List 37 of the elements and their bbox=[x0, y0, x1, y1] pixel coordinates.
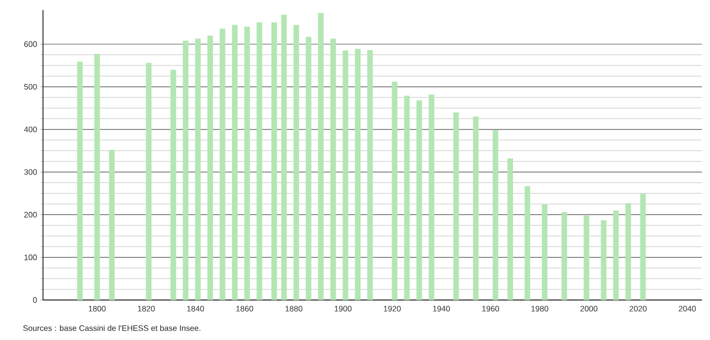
bar bbox=[472, 116, 479, 300]
bar bbox=[640, 194, 646, 300]
bar bbox=[354, 48, 361, 300]
bar bbox=[542, 204, 548, 300]
bar bbox=[207, 36, 213, 300]
bar bbox=[507, 158, 513, 300]
bar bbox=[271, 22, 277, 300]
bar bbox=[318, 12, 324, 300]
bar bbox=[562, 212, 568, 300]
bar bbox=[404, 96, 410, 300]
bar bbox=[306, 36, 312, 300]
bar bbox=[330, 38, 336, 300]
bar bbox=[94, 54, 100, 300]
bar bbox=[584, 216, 590, 300]
bar bbox=[232, 24, 238, 300]
bar bbox=[392, 82, 398, 300]
bar bbox=[170, 70, 176, 300]
bar bbox=[293, 24, 300, 300]
bar bbox=[453, 112, 459, 300]
bar bbox=[281, 14, 287, 300]
bar bbox=[195, 38, 201, 300]
bar bbox=[109, 150, 115, 300]
bar bbox=[600, 220, 606, 300]
bar bbox=[244, 26, 250, 300]
bar bbox=[367, 50, 373, 300]
bar bbox=[256, 22, 262, 300]
bar bbox=[182, 40, 188, 300]
bar bbox=[613, 210, 619, 300]
bar bbox=[428, 94, 434, 300]
bar bbox=[625, 203, 632, 300]
bar bbox=[416, 100, 422, 300]
bar bbox=[342, 50, 348, 300]
bar bbox=[77, 62, 83, 300]
bar bbox=[524, 186, 530, 300]
bar bbox=[492, 130, 498, 300]
bar bbox=[220, 28, 226, 300]
bar bbox=[146, 62, 152, 300]
